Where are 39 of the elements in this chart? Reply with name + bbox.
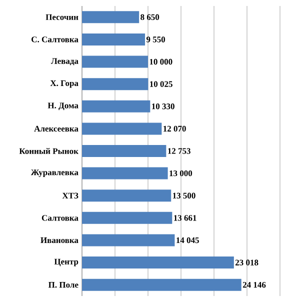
bar: [82, 278, 242, 291]
y-tick-label: ХТЗ: [62, 192, 78, 198]
data-label: 14 045: [176, 237, 199, 244]
bar: [82, 78, 148, 90]
y-tick-label: Песочин: [46, 14, 78, 20]
bar: [82, 122, 162, 135]
data-label: 13 500: [172, 192, 196, 198]
y-tick-label: Х. Гора: [50, 80, 78, 88]
bar: [82, 256, 234, 269]
bar: [82, 11, 140, 24]
bar: [82, 190, 172, 202]
y-tick-label: С. Салтовка: [32, 36, 78, 42]
y-tick-label: Центр: [54, 258, 78, 266]
y-tick-label: Салтовка: [42, 215, 78, 221]
data-label: 13 661: [174, 215, 196, 221]
data-label: 10 025: [150, 81, 172, 87]
bar: [82, 33, 146, 46]
data-label: 23 018: [235, 260, 258, 266]
data-label: 9 550: [146, 36, 166, 42]
bar: [82, 167, 168, 180]
bar: [82, 212, 172, 224]
bar: [82, 100, 150, 112]
data-label: 12 070: [164, 126, 186, 132]
data-label: 12 753: [168, 148, 190, 154]
data-label: 8 650: [140, 14, 160, 20]
y-tick-label: Ивановка: [40, 237, 78, 244]
data-label: 10 330: [152, 104, 174, 110]
y-tick-label: Левада: [51, 58, 78, 66]
y-tick-label: П. Поле: [48, 282, 78, 288]
y-tick-label: Н. Дома: [48, 102, 78, 110]
bar: [82, 145, 166, 158]
data-label: 13 000: [170, 170, 192, 176]
bar: [82, 234, 175, 246]
y-tick-label: Конный Рынок: [19, 148, 78, 154]
bar: [82, 56, 148, 68]
y-tick-label: Журавлевка: [30, 170, 78, 178]
data-label: 24 146: [242, 282, 266, 288]
data-label: 10 000: [150, 58, 172, 65]
y-tick-label: Алексеевка: [34, 126, 78, 132]
